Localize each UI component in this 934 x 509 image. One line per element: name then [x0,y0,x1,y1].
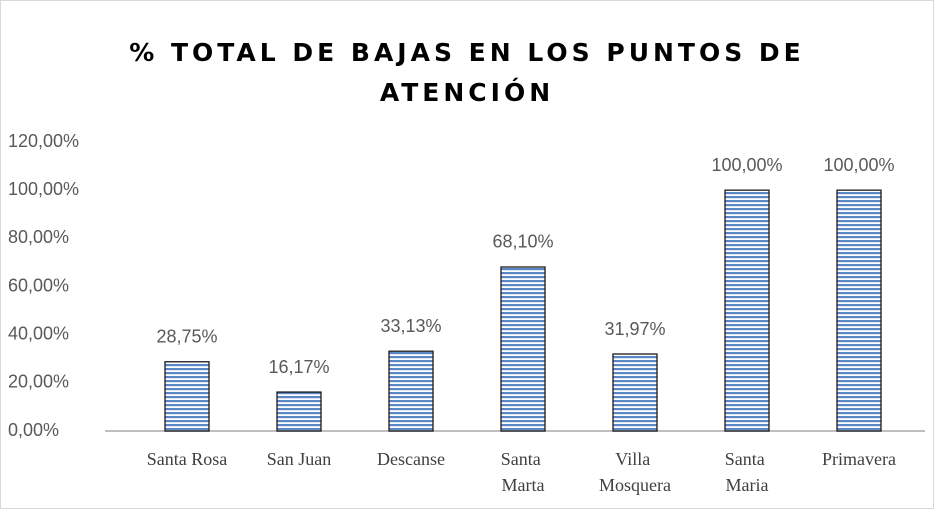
bar [836,189,882,432]
value-label: 100,00% [711,155,782,175]
y-tick-label: 80,00% [8,227,69,247]
chart-title: % TOTAL DE BAJAS EN LOS PUNTOS DE ATENCI… [129,38,805,107]
x-tick-label: Villa Mosquera [599,449,671,495]
value-label: 28,75% [156,327,217,347]
x-tick-label: Primavera [822,449,896,469]
y-tick-label: 100,00% [8,179,79,199]
bar [276,391,322,432]
value-label: 16,17% [268,357,329,377]
y-tick-label: 20,00% [8,372,69,392]
value-label: 68,10% [492,232,553,252]
x-tick-label: San Juan [267,449,332,469]
bar [724,189,770,432]
y-tick-label: 0,00% [8,420,59,440]
x-tick-label: Santa Maria [725,449,770,495]
y-tick-label: 60,00% [8,275,69,295]
x-tick-label: Santa Rosa [147,449,228,469]
bar [388,350,434,432]
bar [612,353,658,432]
y-tick-label: 120,00% [8,131,79,151]
value-label: 100,00% [823,155,894,175]
x-tick-label: Descanse [377,449,445,469]
x-tick-label: Santa Marta [501,449,546,495]
y-tick-label: 40,00% [8,323,69,343]
value-label: 31,97% [604,319,665,339]
value-label: 33,13% [380,316,441,336]
bar [500,266,546,432]
bar [164,361,210,432]
